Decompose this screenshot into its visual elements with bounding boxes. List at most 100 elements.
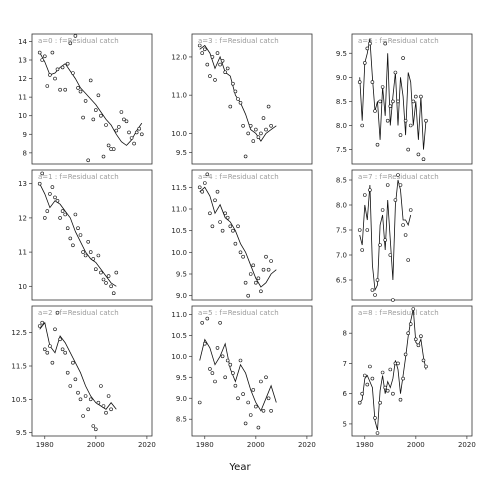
- y-tick-label: 9: [23, 131, 27, 139]
- data-point: [210, 55, 215, 59]
- data-point: [60, 347, 65, 352]
- data-point: [197, 185, 202, 190]
- data-point: [413, 94, 418, 99]
- data-point: [246, 293, 250, 298]
- data-point: [96, 400, 101, 405]
- panel-label: a=8 : f=Residual catch: [358, 309, 439, 317]
- data-point: [421, 358, 426, 363]
- data-point: [269, 259, 273, 263]
- data-point: [78, 397, 83, 402]
- data-point: [388, 367, 393, 372]
- data-point: [71, 243, 75, 248]
- y-tick-label: 6.5: [336, 277, 347, 285]
- y-tick-label: 8: [23, 149, 27, 157]
- y-tick-label: 10.0: [171, 249, 187, 257]
- data-point: [408, 208, 413, 212]
- x-tick-label: 2020: [458, 441, 476, 449]
- data-point: [104, 281, 108, 285]
- y-tick-label: 10.0: [171, 130, 187, 138]
- data-point: [106, 394, 111, 398]
- panels-group: a=0 : f=Residual catch 8 9 10 11 12 13 14 a=3 : …: [11, 33, 476, 449]
- data-point: [53, 76, 57, 81]
- data-point: [406, 258, 411, 262]
- data-point: [375, 431, 380, 435]
- data-point: [50, 360, 55, 365]
- data-point: [368, 364, 372, 369]
- data-point: [60, 65, 65, 70]
- data-point: [99, 270, 103, 275]
- panel-frame: [351, 169, 473, 301]
- data-point: [259, 379, 263, 384]
- data-point: [393, 198, 398, 202]
- panel-frame: [191, 305, 313, 437]
- data-point: [50, 50, 55, 55]
- data-point: [91, 424, 96, 428]
- y-tick-label: 9.5: [176, 374, 187, 382]
- y-tick-label: 14: [18, 38, 27, 46]
- panel-frame: [351, 33, 473, 165]
- data-point: [71, 360, 75, 365]
- data-point: [391, 391, 395, 396]
- data-point: [220, 228, 225, 233]
- data-point: [37, 324, 42, 328]
- data-point: [58, 216, 62, 220]
- data-point: [40, 58, 45, 62]
- data-point: [37, 50, 42, 55]
- data-point: [266, 104, 271, 109]
- data-point: [246, 131, 250, 136]
- data-point: [403, 352, 408, 357]
- y-tick-label: 8.0: [336, 202, 347, 210]
- data-point: [416, 152, 421, 157]
- series-line: [39, 183, 117, 287]
- data-point: [42, 347, 47, 352]
- data-point: [238, 250, 243, 255]
- data-point: [83, 99, 88, 103]
- y-tick-label: 11.5: [171, 184, 187, 192]
- x-tick-label: 2000: [247, 441, 265, 449]
- data-point: [231, 81, 235, 86]
- data-point: [373, 416, 377, 420]
- data-point: [398, 183, 403, 187]
- data-point: [223, 70, 227, 74]
- panel-0: a=0 : f=Residual catch 8 9 10 11 12 13 14: [18, 33, 153, 165]
- x-tick-label: 2000: [407, 441, 425, 449]
- data-point: [370, 376, 375, 381]
- data-point: [124, 119, 129, 124]
- data-point: [109, 407, 113, 412]
- data-point: [218, 320, 222, 325]
- data-point: [261, 267, 266, 272]
- panel-label: a=7 : f=Residual catch: [358, 173, 439, 181]
- data-point: [205, 62, 210, 67]
- data-point: [231, 371, 235, 375]
- data-point: [383, 41, 388, 46]
- data-point: [129, 136, 134, 140]
- data-point: [388, 104, 393, 108]
- panel-8: a=8 : f=Residual catch 5 6 7 8 1980 2000 2020: [343, 305, 476, 449]
- data-point: [396, 99, 400, 104]
- data-point: [385, 388, 390, 393]
- y-tick-label: 8: [343, 330, 347, 338]
- data-point: [76, 86, 80, 90]
- data-point: [243, 280, 248, 285]
- data-point: [210, 371, 215, 375]
- data-point: [91, 117, 96, 122]
- data-point: [236, 224, 240, 229]
- data-point: [114, 270, 119, 275]
- data-point: [200, 320, 204, 325]
- data-point: [48, 73, 52, 77]
- data-point: [86, 240, 90, 244]
- y-tick-label: 11.0: [171, 311, 187, 319]
- data-point: [45, 350, 50, 355]
- data-point: [42, 216, 47, 220]
- data-point: [101, 404, 106, 408]
- data-point: [68, 236, 73, 241]
- data-point: [55, 199, 60, 203]
- data-point: [117, 125, 121, 129]
- data-point: [398, 133, 403, 137]
- data-point: [256, 276, 261, 281]
- data-point: [86, 407, 90, 412]
- data-point: [197, 400, 202, 405]
- y-tick-label: 8.0: [336, 122, 347, 130]
- data-point: [411, 99, 416, 104]
